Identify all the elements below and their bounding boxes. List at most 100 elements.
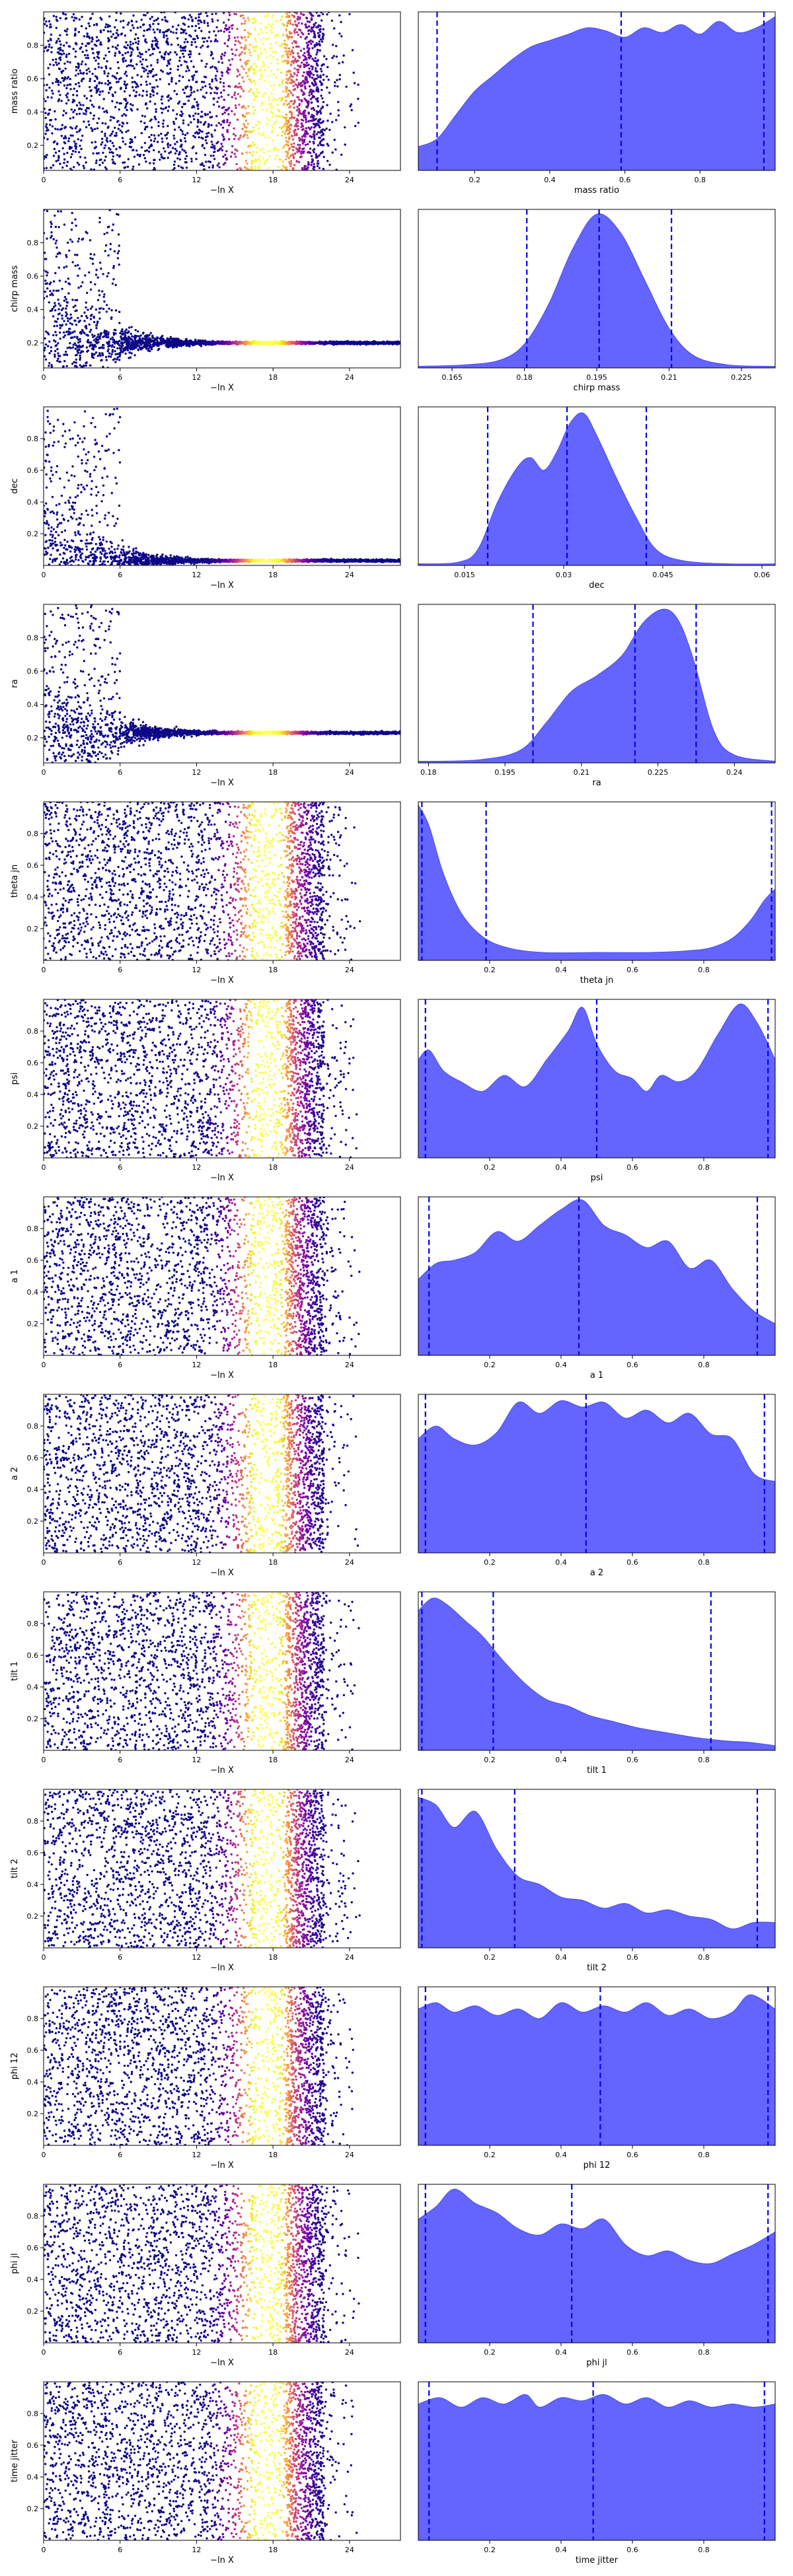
trace-point xyxy=(75,361,77,364)
trace-point xyxy=(252,91,255,94)
trace-point xyxy=(284,158,287,161)
trace-point xyxy=(203,21,206,24)
trace-point xyxy=(123,166,126,169)
trace-point xyxy=(296,68,299,71)
trace-point xyxy=(166,38,169,40)
trace-point xyxy=(332,55,335,57)
trace-point xyxy=(167,125,169,127)
trace-point xyxy=(164,150,167,153)
trace-point xyxy=(352,341,354,344)
trace-point xyxy=(160,107,163,110)
trace-point xyxy=(221,106,224,110)
trace-point xyxy=(184,87,187,90)
trace-point xyxy=(312,167,315,170)
trace-point xyxy=(94,87,96,89)
trace-point xyxy=(80,63,83,65)
trace-point xyxy=(277,149,280,151)
trace-point xyxy=(97,117,100,120)
trace-point xyxy=(327,79,330,81)
trace-point xyxy=(255,151,258,154)
trace-point xyxy=(103,329,106,332)
trace-point xyxy=(243,80,245,83)
trace-point xyxy=(165,341,168,344)
trace-point xyxy=(101,290,104,293)
trace-point xyxy=(306,80,309,83)
trace-point xyxy=(73,109,76,112)
trace-point xyxy=(75,94,79,97)
trace-point xyxy=(252,93,255,96)
trace-point xyxy=(194,41,196,44)
trace-point xyxy=(207,45,209,48)
trace-point xyxy=(163,36,165,38)
trace-point xyxy=(90,94,93,97)
trace-point xyxy=(192,114,195,118)
trace-point xyxy=(293,29,296,32)
trace-point xyxy=(244,44,247,47)
trace-point xyxy=(199,339,202,342)
trace-point xyxy=(153,86,156,89)
trace-point xyxy=(207,24,209,27)
trace-point xyxy=(300,152,303,155)
trace-point xyxy=(305,57,307,59)
trace-point xyxy=(258,127,260,130)
trace-point xyxy=(206,40,209,42)
trace-point xyxy=(55,255,58,258)
trace-point xyxy=(311,116,314,119)
trace-point xyxy=(145,160,147,163)
trace-point xyxy=(332,44,334,46)
trace-point xyxy=(307,51,310,54)
trace-point xyxy=(185,166,188,169)
trace-point xyxy=(92,52,94,55)
trace-point xyxy=(297,46,300,48)
trace-point xyxy=(312,106,315,110)
trace-point xyxy=(72,13,75,16)
trace-point xyxy=(293,134,296,137)
trace-point xyxy=(255,65,258,68)
trace-point xyxy=(63,158,66,161)
trace-point xyxy=(162,119,165,122)
trace-point xyxy=(322,156,325,159)
trace-point xyxy=(272,147,276,150)
trace-point xyxy=(91,129,94,132)
trace-point xyxy=(157,125,160,127)
trace-point xyxy=(88,36,91,38)
trace-point xyxy=(110,345,113,348)
trace-point xyxy=(148,135,151,139)
trace-point xyxy=(48,352,51,355)
trace-point xyxy=(76,346,79,349)
trace-point xyxy=(131,81,134,84)
trace-point xyxy=(67,330,69,333)
trace-point xyxy=(248,67,251,70)
trace-point xyxy=(106,275,108,277)
trace-point xyxy=(313,148,316,151)
trace-point xyxy=(216,40,219,43)
trace-point xyxy=(314,342,317,345)
x-tick-label: 0.2 xyxy=(469,176,481,184)
trace-point xyxy=(188,95,190,98)
trace-point xyxy=(124,73,126,75)
trace-point xyxy=(317,160,319,162)
trace-point xyxy=(133,38,136,40)
trace-point xyxy=(282,161,284,163)
trace-point xyxy=(108,15,111,18)
trace-point xyxy=(174,51,176,54)
trace-point xyxy=(104,166,107,169)
trace-point xyxy=(215,124,218,127)
trace-point xyxy=(91,313,93,316)
trace-point xyxy=(102,336,104,338)
trace-point xyxy=(118,359,121,361)
trace-point xyxy=(55,58,57,61)
trace-point xyxy=(80,350,83,353)
trace-point xyxy=(173,90,176,92)
trace-point xyxy=(272,127,274,129)
trace-point xyxy=(321,19,323,22)
trace-point xyxy=(47,67,50,69)
trace-point xyxy=(150,143,153,146)
trace-point xyxy=(322,38,324,40)
trace-point xyxy=(256,88,258,90)
trace-point xyxy=(285,34,288,36)
trace-point xyxy=(164,18,167,22)
trace-point xyxy=(304,87,307,90)
